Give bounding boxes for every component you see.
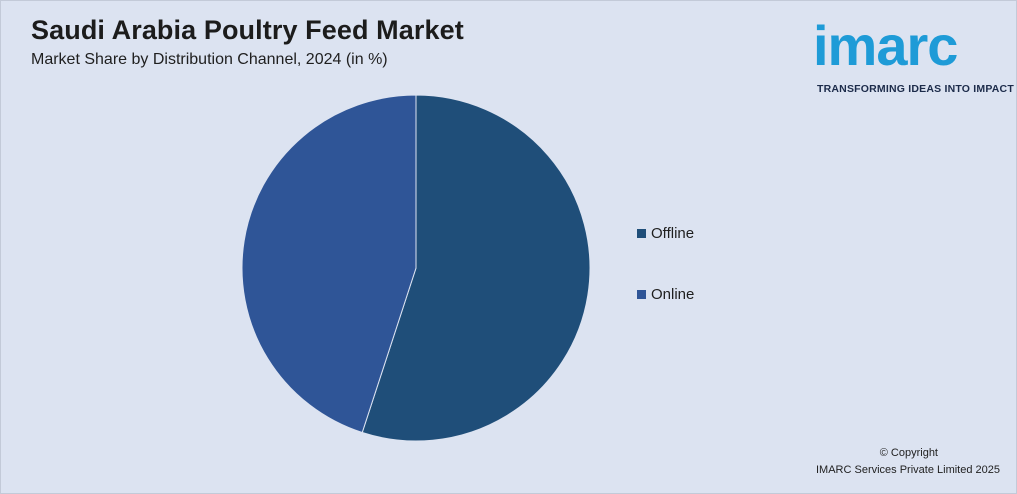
chart-title: Saudi Arabia Poultry Feed Market	[31, 15, 464, 45]
copyright-line-2: IMARC Services Private Limited 2025	[815, 464, 1000, 476]
legend-item-online: Online	[637, 284, 694, 304]
pie-slice-offline	[361, 94, 591, 442]
legend: Offline Online	[637, 223, 694, 345]
legend-swatch-online	[637, 289, 646, 299]
pie-chart	[231, 85, 601, 455]
logo-tagline: TRANSFORMING IDEAS INTO IMPACT	[817, 83, 1014, 95]
pie-slice-online	[241, 94, 417, 434]
legend-item-offline: Offline	[637, 223, 694, 243]
legend-label-offline: Offline	[651, 224, 695, 242]
copyright: © Copyright IMARC Services Private Limit…	[816, 445, 1000, 479]
imarc-logo: imarc TRANSFORMING IDEAS INTO IMPACT	[813, 11, 1014, 99]
chart-subtitle: Market Share by Distribution Channel, 20…	[31, 51, 388, 68]
legend-swatch-offline	[637, 228, 646, 238]
copyright-line-1: © Copyright	[879, 447, 938, 459]
logo-wordmark: imarc	[813, 14, 958, 77]
pie-svg	[241, 94, 591, 442]
legend-label-online: Online	[651, 285, 695, 303]
